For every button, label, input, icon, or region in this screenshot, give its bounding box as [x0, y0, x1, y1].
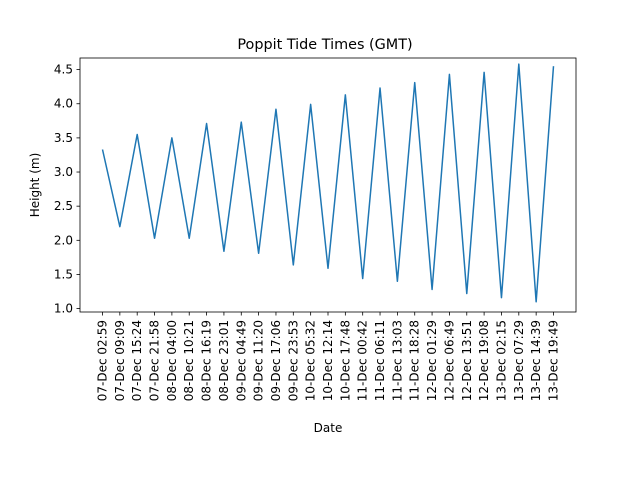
x-tick-label: 13-Dec 19:49: [547, 320, 561, 401]
y-axis: 1.0 1.5 2.0 2.5 3.0 3.5 4.0 4.5: [54, 63, 80, 316]
y-tick-label: 1.5: [54, 267, 73, 281]
x-tick-label: 10-Dec 05:32: [304, 320, 318, 401]
x-tick-label: 11-Dec 13:03: [390, 320, 404, 401]
y-axis-label: Height (m): [28, 153, 42, 218]
y-tick-label: 3.0: [54, 165, 73, 179]
x-tick-label: 11-Dec 06:11: [373, 320, 387, 401]
x-tick-label: 09-Dec 23:53: [286, 320, 300, 401]
chart-title: Poppit Tide Times (GMT): [237, 37, 412, 53]
series-line-height: [101, 63, 555, 303]
y-tick-label: 1.0: [54, 302, 73, 316]
x-tick-label: 09-Dec 11:20: [252, 320, 266, 401]
x-tick-label: 07-Dec 15:24: [130, 320, 144, 401]
x-tick-label: 12-Dec 01:29: [425, 320, 439, 401]
y-tick-label: 3.5: [54, 131, 73, 145]
y-tick-label: 2.5: [54, 199, 73, 213]
x-axis: 07-Dec 02:59 07-Dec 09:09 07-Dec 15:24 07-D…: [96, 312, 561, 401]
x-tick-label: 08-Dec 16:19: [200, 320, 214, 401]
x-tick-label: 07-Dec 21:58: [148, 320, 162, 401]
x-tick-label: 07-Dec 09:09: [113, 320, 127, 401]
y-tick-label: 4.0: [54, 97, 73, 111]
x-tick-label: 10-Dec 17:48: [338, 320, 352, 401]
x-tick-label: 09-Dec 17:06: [269, 320, 283, 401]
x-tick-label: 08-Dec 04:00: [165, 320, 179, 401]
x-tick-label: 07-Dec 02:59: [96, 320, 110, 401]
y-tick-label: 4.5: [54, 63, 73, 77]
x-tick-label: 12-Dec 19:08: [477, 320, 491, 401]
x-tick-label: 12-Dec 13:51: [460, 320, 474, 401]
x-tick-label: 13-Dec 14:39: [529, 320, 543, 401]
x-tick-label: 08-Dec 10:21: [182, 320, 196, 401]
x-tick-label: 11-Dec 00:42: [356, 320, 370, 401]
x-tick-label: 09-Dec 04:49: [234, 320, 248, 401]
x-tick-label: 08-Dec 23:01: [217, 320, 231, 401]
x-tick-label: 10-Dec 12:14: [321, 320, 335, 401]
x-tick-label: 13-Dec 02:15: [494, 320, 508, 401]
y-tick-label: 2.0: [54, 233, 73, 247]
x-axis-label: Date: [314, 421, 343, 435]
plot-frame: [79, 57, 577, 313]
x-tick-label: 11-Dec 18:28: [408, 320, 422, 401]
x-tick-label: 12-Dec 06:49: [442, 320, 456, 401]
x-tick-label: 13-Dec 07:29: [512, 320, 526, 401]
